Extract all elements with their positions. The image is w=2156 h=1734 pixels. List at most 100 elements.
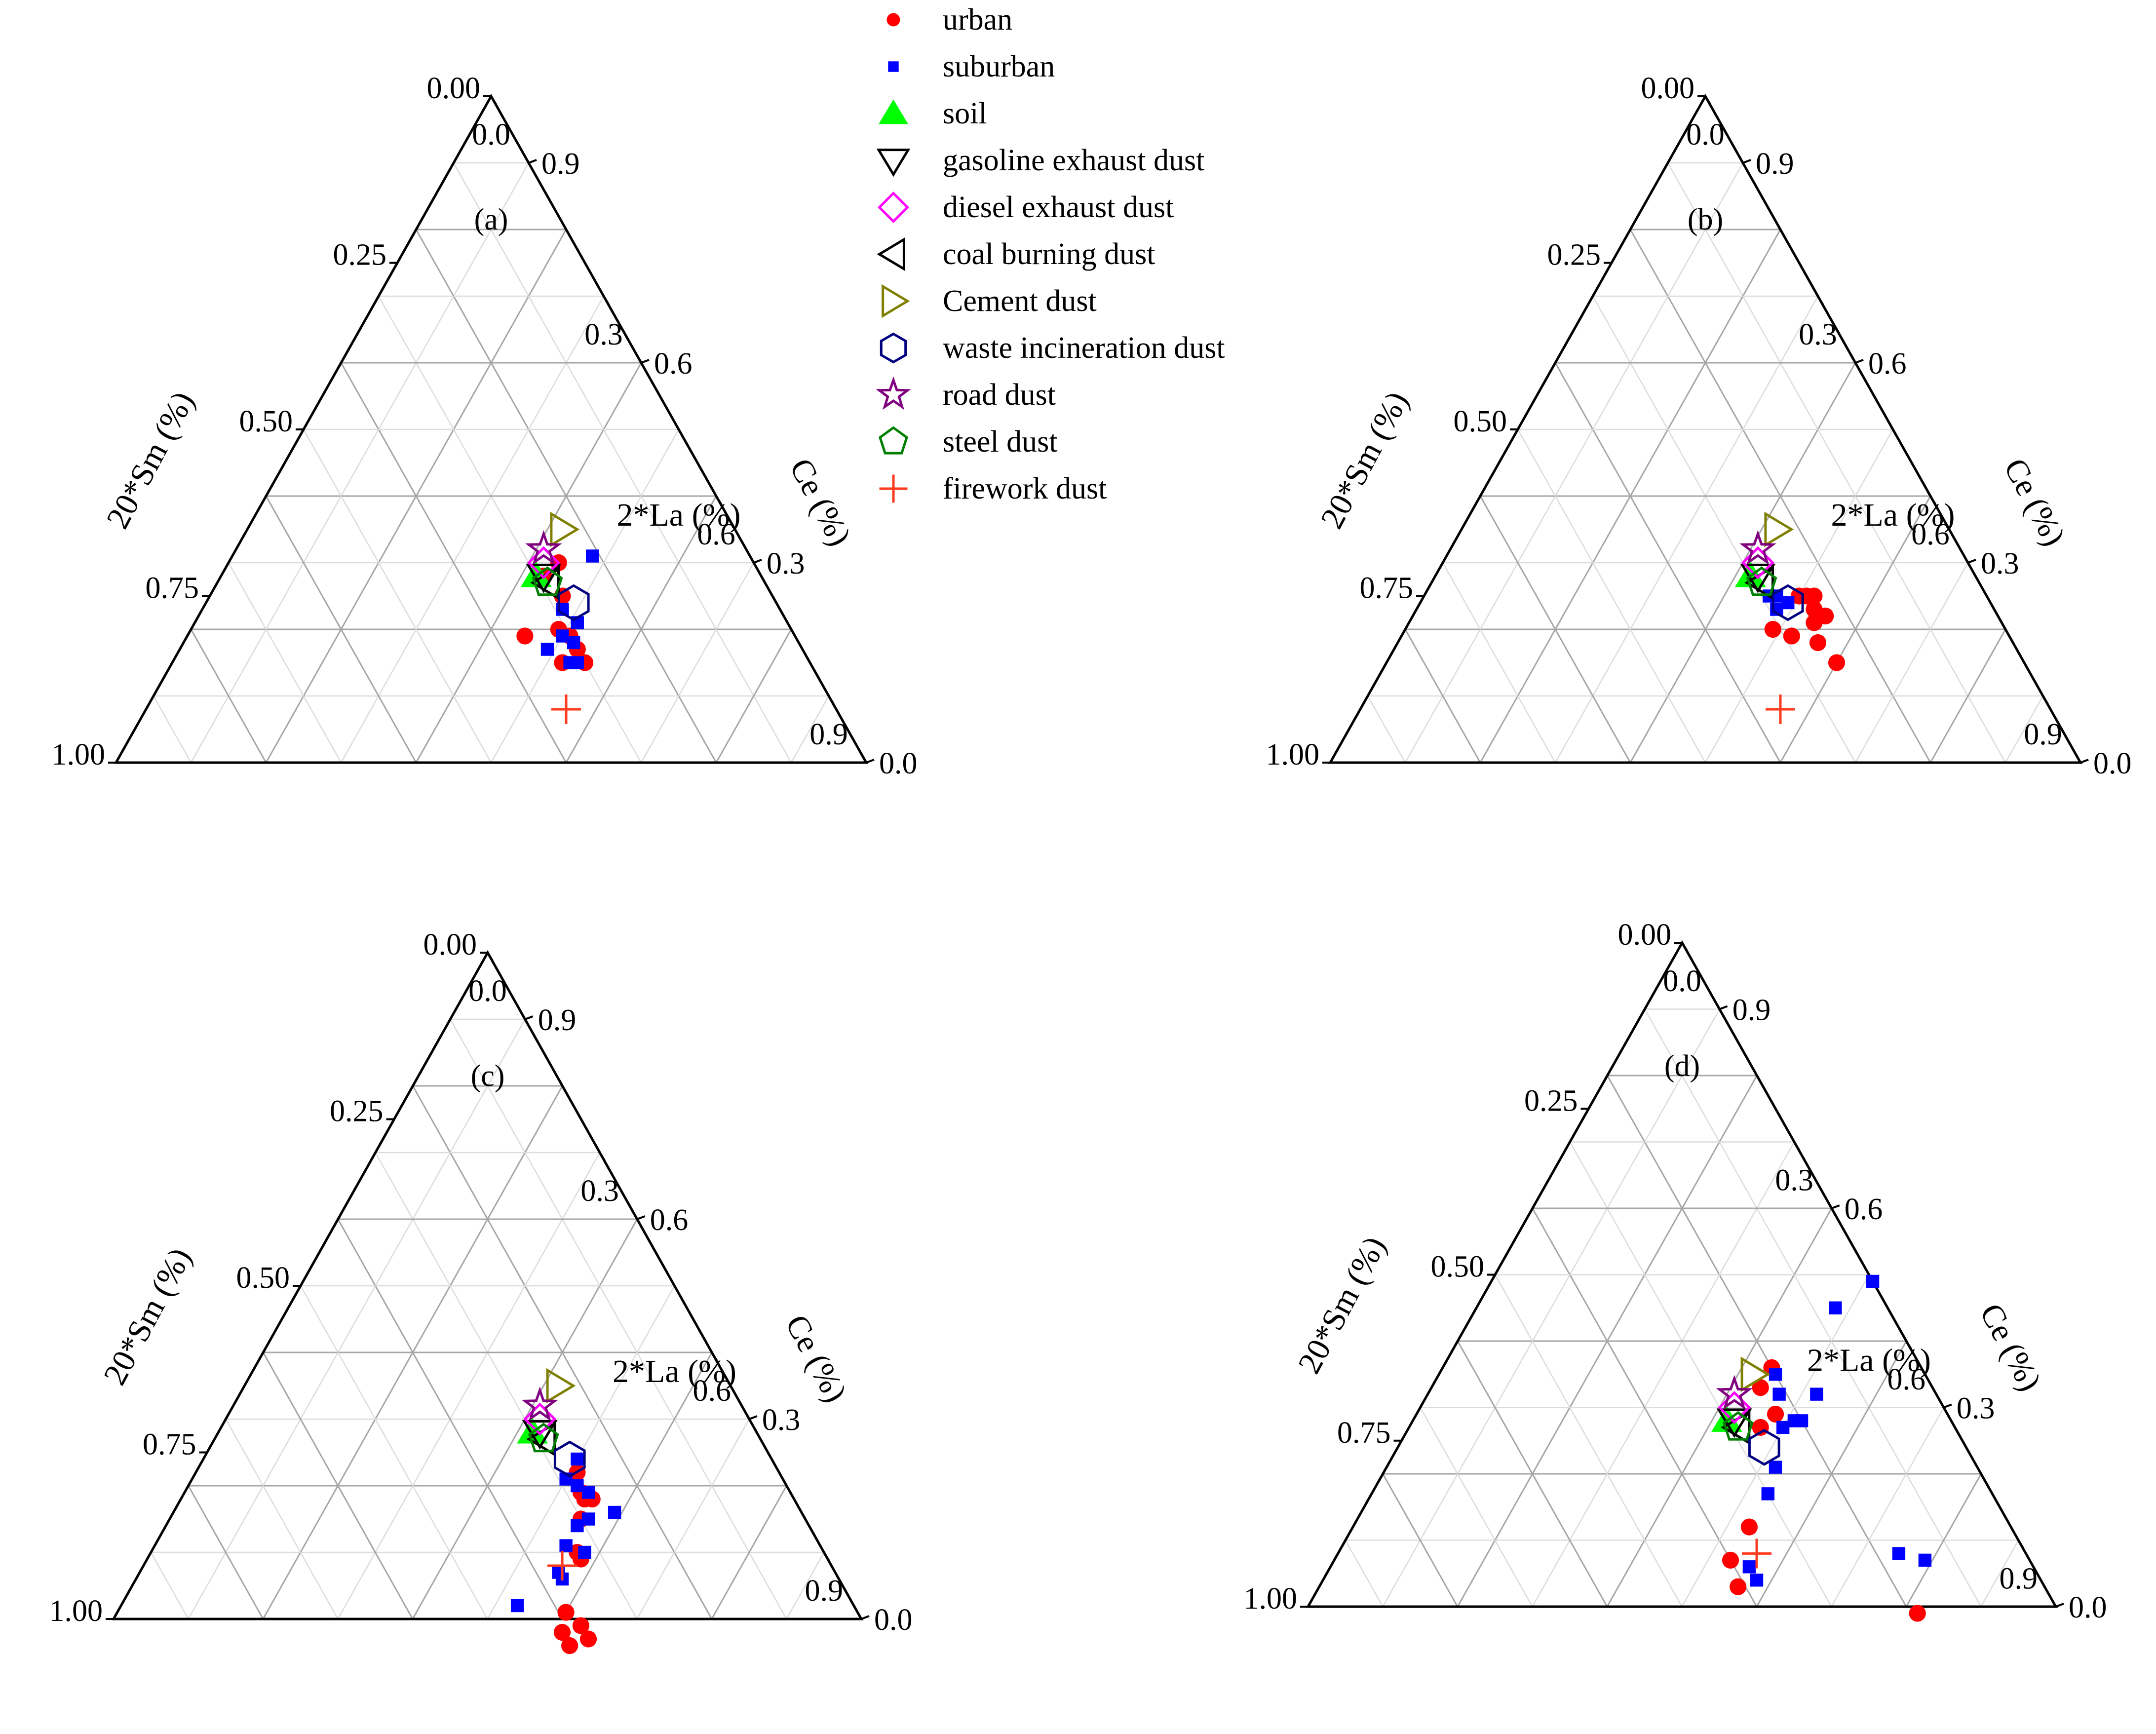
tick-mark [1905,1340,1912,1350]
road-source-marker [1739,530,1776,565]
legend-label: diesel exhaust dust [943,191,1174,224]
grid-line [188,1019,526,1619]
firework-source-marker [551,694,581,724]
suburban-point [1892,1547,1906,1560]
tick-label-left: 0.25 [333,238,387,272]
grid-line [340,296,605,763]
suburban-point [559,1539,573,1552]
suburban-point [571,1519,584,1533]
waste-legend-icon [880,332,907,364]
urban-point [572,1617,589,1634]
tick-label-bottom: 0.3 [580,1174,619,1208]
legend-label: urban [943,3,1012,37]
legend-item-waste: waste incineration dust [880,331,1225,365]
tick-mark [711,1351,718,1361]
urban-point [1909,1605,1926,1622]
grid-line [640,562,755,763]
urban-point [1809,634,1827,652]
suburban-point [586,549,599,563]
legend-item-urban: urban [886,3,1012,37]
diesel-legend-icon [877,191,910,224]
steel-source-marker [1722,1411,1754,1441]
legend-label: waste incineration dust [943,331,1225,365]
grid-line [190,629,267,763]
tick-mark [866,759,875,764]
panel-caption: (a) [474,203,508,236]
ternary-panel-a: 0.0 0.3 0.6 0.9 2*La (%) 0.00 0.25 0.50 0.75 1.00… [52,72,918,780]
tick-mark [1943,1403,1952,1409]
tick-mark [1719,1005,1728,1010]
tick-mark [1793,1141,1800,1151]
axis-title-bottom: 2*La (%) [616,497,740,533]
soil-source-marker [1734,561,1766,587]
urban-point [1764,620,1781,638]
tick-label-bottom: 0.0 [1663,964,1701,998]
grid-line [1592,296,1856,763]
tick-label-right: 0.0 [879,747,918,780]
tick-mark [524,1015,534,1020]
grid-line [565,496,717,763]
axis-title-right: Ce (%) [782,453,858,552]
suburban-point [1918,1553,1932,1567]
tick-mark [637,1215,646,1220]
grid-line [1980,1540,2019,1607]
grid-line [188,1485,264,1619]
axis-title-right: Ce (%) [778,1309,854,1408]
steel-source-marker [1746,566,1777,596]
tick-label-bottom: 0.6 [1911,518,1950,551]
tick-label-left: 0.50 [1454,405,1507,438]
suburban-point [608,1505,621,1519]
tick-label-right: 0.0 [2069,1591,2107,1624]
grid-line [1494,1274,1683,1607]
suburban-point [571,1452,584,1466]
suburban-point [1761,1487,1775,1501]
tick-label-bottom: 0.3 [1799,318,1837,351]
gasoline-source-marker [522,1420,558,1450]
urban-point [1806,587,1823,605]
tick-label-right: 0.3 [1981,547,2019,580]
grid-line [153,695,192,763]
suburban-point [571,656,584,669]
tick-label-left: 1.00 [49,1594,103,1628]
grid-line [337,1152,601,1619]
soil-source-marker [1711,1406,1742,1432]
firework-source-marker [1766,694,1795,724]
urban-legend-icon [886,13,900,27]
tick-label-bottom: 0.9 [2024,718,2062,751]
tick-label-left: 0.00 [424,928,477,962]
urban-point [557,1604,575,1621]
cement-source-marker [550,511,580,547]
tick-mark [528,159,537,164]
firework-source-marker [1742,1539,1772,1569]
grid-line [636,1419,750,1619]
urban-point [1730,1578,1747,1595]
grid-line [1756,1341,1907,1607]
grid-line [490,429,680,763]
panel-caption: (c) [471,1059,505,1093]
grid-line [453,162,792,763]
tick-label-left: 1.00 [1266,738,1320,771]
tick-label-right: 0.3 [767,547,805,580]
steel-source-marker [528,1423,559,1453]
tick-label-left: 0.75 [146,572,199,605]
grid-line [1382,1473,1459,1607]
grid-line [303,429,492,763]
axis-title-left: 20*Sm (%) [97,1242,198,1390]
grid-line [262,1352,414,1619]
tick-label-right: 0.6 [1845,1193,1883,1226]
grid-line [450,1019,787,1619]
tick-label-bottom: 0.6 [697,518,735,551]
suburban-point [1750,1574,1764,1587]
tick-label-left: 1.00 [52,738,106,771]
grid-line [150,1552,189,1619]
tick-label-bottom: 0.3 [584,318,623,351]
grid-line [715,629,792,763]
tick-mark [487,952,494,962]
urban-point [1722,1551,1739,1569]
tick-label-left: 0.50 [239,405,293,438]
legend-item-firework: firework dust [879,472,1107,505]
diesel-source-marker [1718,1390,1751,1425]
tick-mark [1831,1204,1840,1209]
tick-mark [1855,359,1864,364]
